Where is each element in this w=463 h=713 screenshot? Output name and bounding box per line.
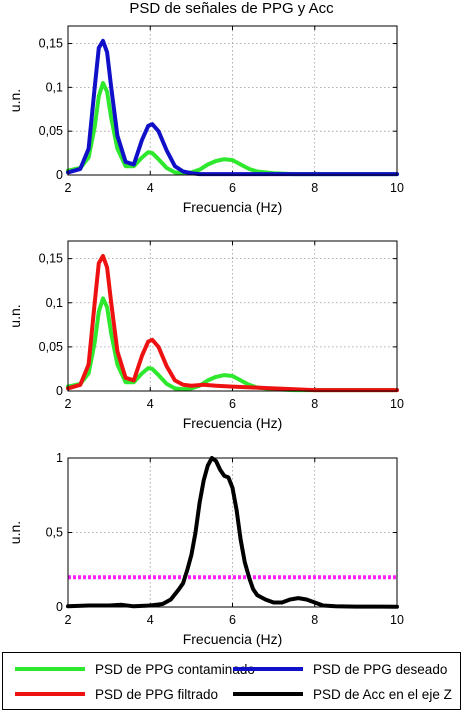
x-tick-label: 8 <box>311 397 318 411</box>
series-line-psd-de-acc-en-el-eje-z <box>66 456 399 609</box>
y-tick-label: 0 <box>56 384 63 398</box>
chart-panel-3: 2 4 6 8 10 0 0,5 1 Frecuencia (Hz) u.n. <box>7 451 404 647</box>
legend-label-contaminado: PSD de PPG contaminado <box>95 661 255 677</box>
chart-panel-1: 2 4 6 8 10 0 0,05 0,1 0,15 Frecuencia (Hz) u.n. <box>7 25 404 215</box>
axes-frame <box>67 240 398 392</box>
x-tick-label: 4 <box>147 613 154 627</box>
x-tick-label: 4 <box>147 397 154 411</box>
x-tick-label: 6 <box>229 181 236 195</box>
legend-item-acc: PSD de Acc en el eje Z <box>221 684 452 704</box>
y-tick-label: 0,15 <box>39 252 63 266</box>
x-tick-label: 4 <box>147 181 154 195</box>
x-axis-label: Frecuencia (Hz) <box>183 415 283 431</box>
x-tick-label: 10 <box>390 397 404 411</box>
legend-swatch-filtrado <box>15 692 85 696</box>
x-tick-label: 2 <box>65 613 72 627</box>
figure-title: PSD de señales de PPG y Acc <box>129 0 334 17</box>
y-tick-label: 0 <box>56 168 63 182</box>
x-tick-label: 8 <box>311 181 318 195</box>
legend-item-deseado: PSD de PPG deseado <box>221 659 447 679</box>
y-axis-label: u.n. <box>7 89 23 112</box>
x-axis-label: Frecuencia (Hz) <box>183 199 283 215</box>
x-tick-label: 10 <box>390 181 404 195</box>
y-tick-label: 0,5 <box>46 526 63 540</box>
chart-panel-2: 2 4 6 8 10 0 0,05 0,1 0,15 Frecuencia (Hz) u.n. <box>7 240 404 431</box>
axes-frame <box>67 25 398 176</box>
y-tick-label: 0,05 <box>39 340 63 354</box>
series-line-psd-de-ppg-deseado <box>66 38 399 177</box>
y-tick-label: 0,1 <box>46 80 63 94</box>
x-tick-label: 10 <box>390 613 404 627</box>
x-tick-label: 8 <box>311 613 318 627</box>
series-line-psd-de-ppg-contaminado <box>66 81 399 177</box>
y-tick-label: 1 <box>56 451 63 465</box>
legend-label-filtrado: PSD de PPG filtrado <box>95 686 219 702</box>
x-axis-label: Frecuencia (Hz) <box>183 631 283 647</box>
y-axis-label: u.n. <box>7 304 23 327</box>
y-tick-label: 0,1 <box>46 296 63 310</box>
legend: PSD de PPG contaminado PSD de PPG desead… <box>2 652 461 710</box>
legend-item-filtrado: PSD de PPG filtrado <box>3 684 218 704</box>
y-tick-label: 0,15 <box>39 37 63 51</box>
x-tick-label: 2 <box>65 181 72 195</box>
axes-frame <box>67 457 398 608</box>
x-tick-label: 2 <box>65 397 72 411</box>
legend-label-acc: PSD de Acc en el eje Z <box>313 686 452 702</box>
x-tick-label: 6 <box>229 397 236 411</box>
legend-item-contaminado: PSD de PPG contaminado <box>3 659 255 679</box>
legend-swatch-deseado <box>233 667 303 671</box>
legend-label-deseado: PSD de PPG deseado <box>313 661 448 677</box>
legend-swatch-acc <box>233 692 303 696</box>
x-tick-label: 6 <box>229 613 236 627</box>
y-tick-label: 0 <box>56 600 63 614</box>
legend-swatch-contaminado <box>15 667 85 671</box>
y-tick-label: 0,05 <box>39 124 63 138</box>
series-line-psd-de-ppg-filtrado <box>66 254 399 393</box>
y-axis-label: u.n. <box>7 521 23 544</box>
